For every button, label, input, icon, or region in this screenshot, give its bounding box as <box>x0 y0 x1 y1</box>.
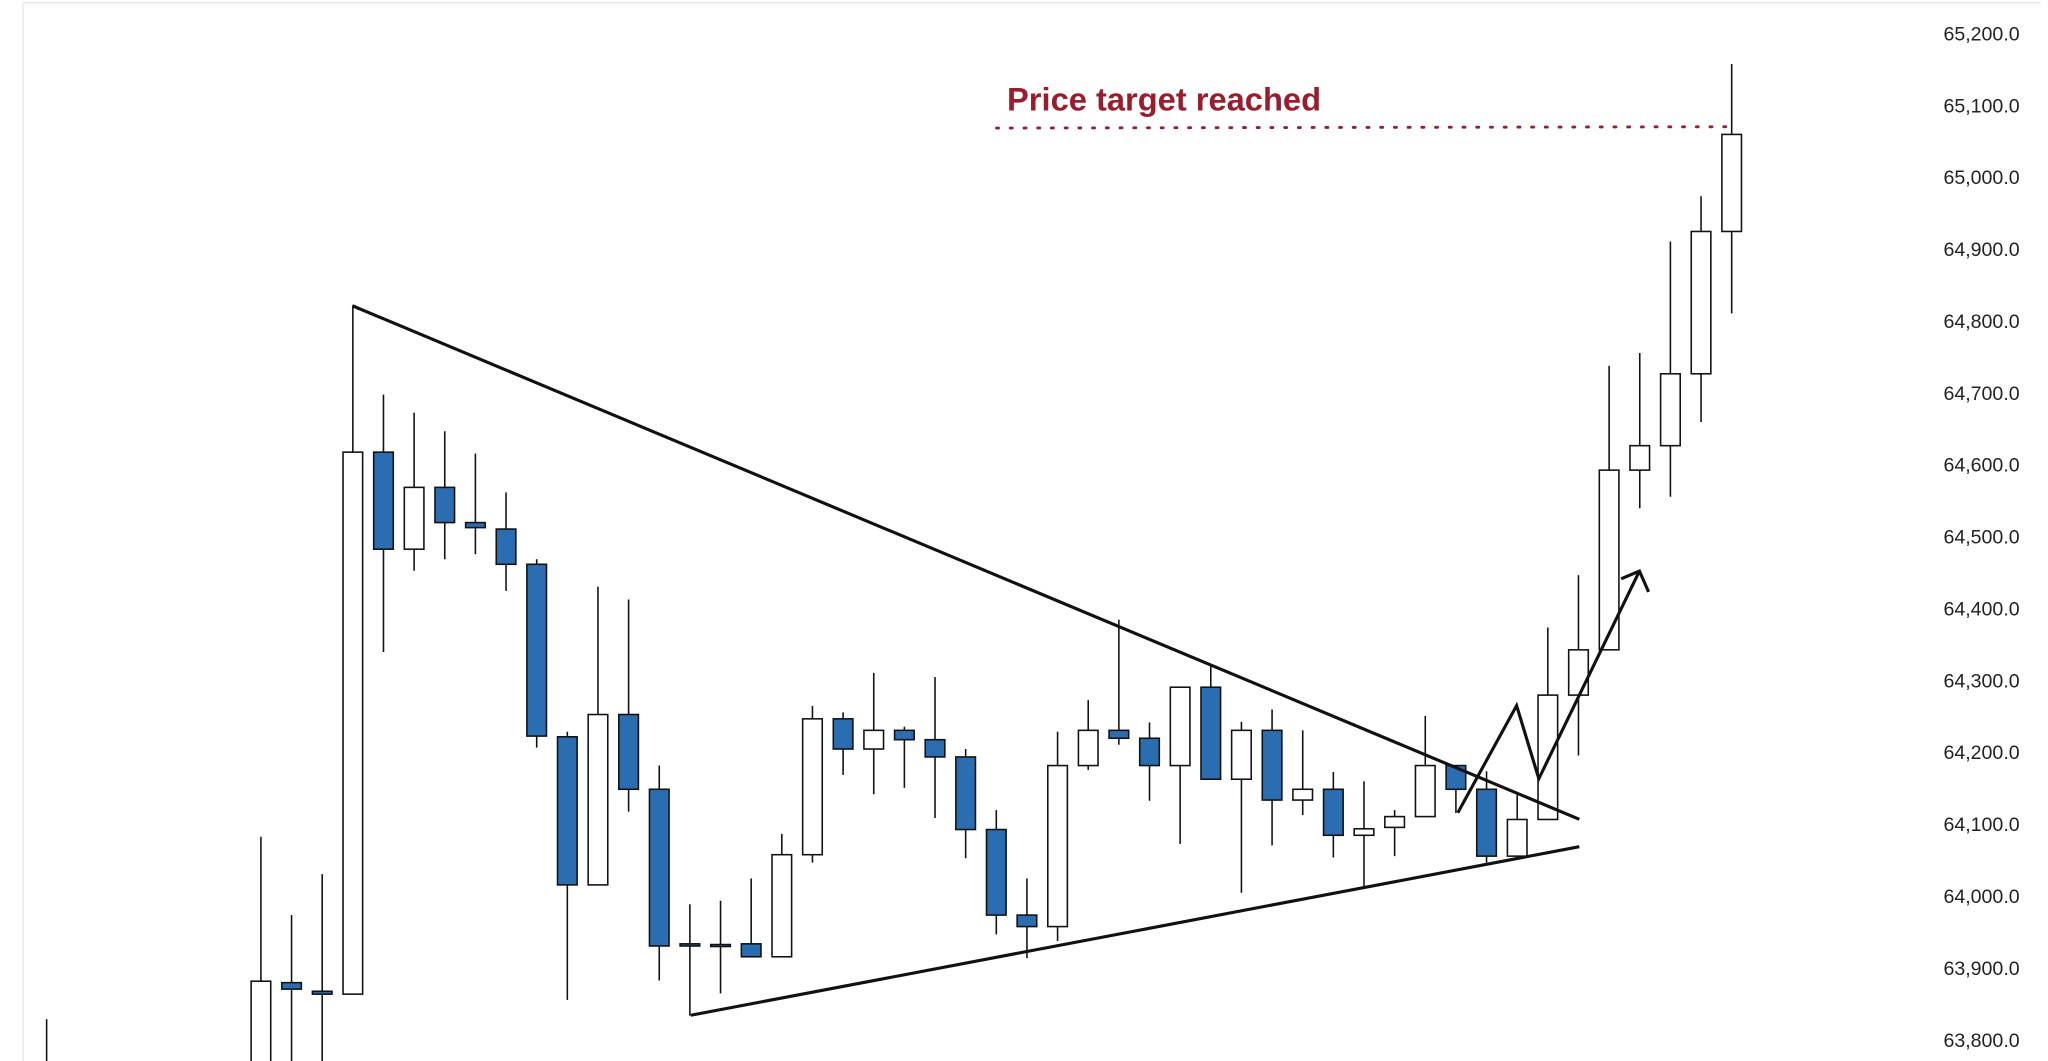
candle-body <box>403 486 425 550</box>
y-tick-label: 64,800.0 <box>1943 311 2019 333</box>
candle-body <box>1046 764 1069 928</box>
candle-body <box>311 990 333 995</box>
candle-body <box>434 486 456 524</box>
candle-body <box>526 563 548 737</box>
candle-body <box>1200 686 1222 781</box>
candle-body <box>1353 828 1375 837</box>
candle-body <box>495 528 517 566</box>
candle-body <box>1506 818 1528 857</box>
candle-body <box>342 451 364 995</box>
candle-body <box>1475 788 1498 857</box>
arrow-head <box>1620 568 1651 593</box>
candle-body <box>250 980 272 1061</box>
projection-arrow <box>1456 570 1641 814</box>
candle-body <box>464 521 486 529</box>
candle-body <box>280 981 303 990</box>
candle-body <box>1077 729 1099 767</box>
y-tick-label: 64,200.0 <box>1943 742 2019 764</box>
y-tick-label: 63,800.0 <box>1943 1030 2019 1052</box>
candle-body <box>924 738 946 758</box>
y-tick-label: 65,100.0 <box>1943 95 2019 117</box>
candle-body <box>1445 764 1467 791</box>
y-tick-label: 65,000.0 <box>1943 167 2019 189</box>
candle-body <box>372 451 395 550</box>
y-tick-label: 64,400.0 <box>1943 598 2019 620</box>
candle-body <box>618 713 640 791</box>
candle-body <box>863 729 885 750</box>
y-tick-label: 64,300.0 <box>1943 670 2019 692</box>
candle-body <box>740 943 762 958</box>
y-tick-label: 64,700.0 <box>1943 383 2019 405</box>
trend-lines <box>351 304 1651 1017</box>
y-tick-label: 64,600.0 <box>1943 455 2019 477</box>
candle-body <box>832 718 854 750</box>
candle-body <box>1690 230 1712 375</box>
candle-body <box>1384 815 1406 829</box>
candles <box>250 63 1743 1061</box>
candle-body <box>1016 914 1038 928</box>
y-tick-label: 63,900.0 <box>1943 958 2019 980</box>
candle-body <box>1169 686 1191 767</box>
candle-body <box>801 718 824 856</box>
candle-body <box>1261 729 1283 801</box>
y-tick-label: 64,100.0 <box>1943 814 2019 836</box>
candle-body <box>1138 737 1161 767</box>
candle-body <box>1292 788 1314 801</box>
candle-body <box>648 788 670 947</box>
candle-body <box>955 756 977 831</box>
upper-trendline <box>351 304 1580 821</box>
candle-body <box>1322 788 1344 837</box>
candle-body <box>1659 373 1681 447</box>
candle-body <box>893 729 915 741</box>
y-tick-label: 64,500.0 <box>1943 527 2019 549</box>
candle-body <box>1108 729 1130 740</box>
candle-body <box>1598 469 1620 651</box>
annotation: Price target reached <box>1007 81 1321 118</box>
candle-body <box>1230 729 1253 781</box>
candle-body <box>1721 133 1743 233</box>
candle-body <box>985 828 1007 916</box>
candle-body <box>587 713 609 886</box>
target-line <box>995 125 1729 130</box>
candle-body <box>1629 444 1651 471</box>
candle-body <box>556 736 578 886</box>
candle-body <box>1414 764 1436 818</box>
candle-body <box>771 853 793 958</box>
y-tick-label: 64,900.0 <box>1943 239 2019 261</box>
candle-body <box>709 943 732 948</box>
candle-body <box>1567 649 1590 696</box>
candle-body <box>679 943 701 947</box>
y-tick-label: 64,000.0 <box>1943 886 2019 908</box>
y-tick-label: 65,200.0 <box>1943 23 2019 45</box>
lower-trendline <box>690 845 1580 1017</box>
